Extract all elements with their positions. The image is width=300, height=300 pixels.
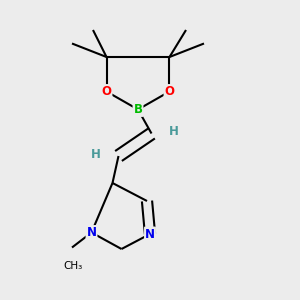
Text: H: H — [169, 125, 179, 139]
Text: N: N — [86, 226, 97, 239]
Text: CH₃: CH₃ — [64, 261, 83, 271]
Text: H: H — [91, 148, 101, 161]
Text: O: O — [164, 85, 175, 98]
Text: O: O — [101, 85, 112, 98]
Text: B: B — [134, 103, 142, 116]
Text: N: N — [145, 227, 155, 241]
